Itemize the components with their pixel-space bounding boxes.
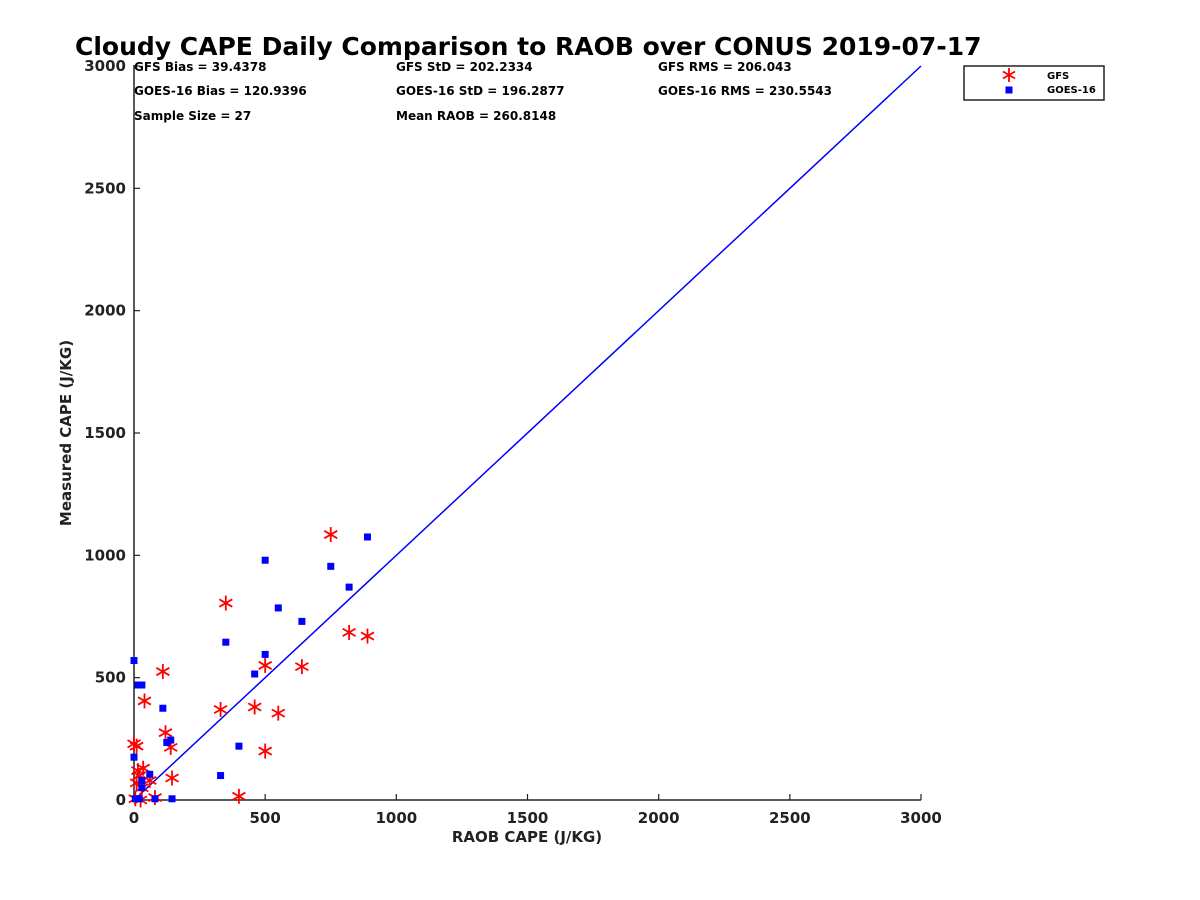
legend-goes-label: GOES-16: [1047, 85, 1096, 96]
goes-point: [138, 681, 146, 689]
one-to-one-line-group: [133, 65, 922, 801]
goes-point: [138, 776, 146, 784]
y-tick-label: 3000: [84, 57, 126, 75]
gfs-std-text: GFS StD = 202.2334: [396, 60, 533, 74]
gfs-point: [136, 760, 151, 776]
legend-box: [963, 65, 1105, 101]
y-ticks: 0 500 1000 1500 2000 2500 3000: [84, 57, 140, 809]
goes-rms-text: GOES-16 RMS = 230.5543: [658, 84, 832, 98]
legend-goes-square: [1005, 86, 1013, 94]
gfs-bias-text: GFS Bias = 39.4378: [134, 60, 266, 74]
data-points: [127, 527, 375, 808]
gfs-point: [165, 770, 179, 786]
gfs-point: [158, 725, 173, 741]
goes-point: [163, 739, 171, 747]
one-to-one-line: [133, 65, 922, 801]
y-axis-label: Measured CAPE (J/KG): [57, 340, 75, 526]
x-tick-label: 0: [129, 809, 139, 827]
gfs-point: [342, 624, 357, 640]
gfs-point: [247, 699, 262, 715]
goes-point: [159, 704, 167, 712]
gfs-point: [323, 527, 338, 543]
goes-point: [327, 562, 335, 570]
x-tick-label: 3000: [900, 809, 942, 827]
x-tick-label: 2500: [769, 809, 811, 827]
mean-raob-text: Mean RAOB = 260.8148: [396, 109, 556, 123]
goes-point: [167, 736, 175, 744]
gfs-rms-text: GFS RMS = 206.043: [658, 60, 792, 74]
y-tick-label: 500: [95, 669, 126, 687]
goes-point: [251, 670, 259, 678]
goes-point: [135, 795, 143, 803]
legend-gfs-asterisk: [1002, 68, 1016, 82]
gfs-point: [294, 659, 309, 675]
x-ticks: 0 500 1000 1500 2000 2500 3000: [129, 794, 942, 827]
gfs-point: [218, 595, 233, 611]
goes-point: [274, 604, 282, 612]
y-tick-label: 0: [116, 791, 126, 809]
y-tick-label: 2500: [84, 179, 126, 197]
goes-point: [138, 784, 146, 792]
goes-bias-text: GOES-16 Bias = 120.9396: [134, 84, 307, 98]
gfs-point: [155, 664, 170, 680]
goes-point: [134, 681, 142, 689]
gfs-point: [360, 628, 375, 644]
goes-point: [345, 583, 353, 591]
sample-size-text: Sample Size = 27: [134, 109, 251, 123]
goes-point: [131, 795, 139, 803]
goes-point: [146, 770, 154, 778]
goes-point: [298, 617, 306, 625]
legend-gfs-label: GFS: [1047, 71, 1069, 82]
gfs-point: [129, 738, 144, 754]
x-tick-label: 1000: [375, 809, 417, 827]
y-tick-label: 2000: [84, 302, 126, 320]
legend-gfs-marker: [1002, 68, 1016, 82]
x-axis-label: RAOB CAPE (J/KG): [452, 828, 602, 846]
chart-title: Cloudy CAPE Daily Comparison to RAOB ove…: [75, 32, 981, 61]
goes-point: [235, 742, 243, 750]
gfs-point: [137, 693, 152, 709]
gfs-point: [231, 788, 246, 804]
goes-point: [222, 638, 230, 646]
goes-point: [217, 772, 225, 780]
goes-std-text: GOES-16 StD = 196.2877: [396, 84, 565, 98]
gfs-point: [271, 705, 286, 721]
legend: GFS GOES-16: [963, 65, 1105, 101]
x-tick-label: 500: [250, 809, 281, 827]
goes-point: [261, 556, 269, 564]
gfs-point: [258, 743, 273, 759]
x-tick-label: 2000: [638, 809, 680, 827]
goes-point: [261, 650, 269, 658]
y-tick-label: 1000: [84, 546, 126, 564]
goes-point: [363, 533, 371, 541]
goes-point: [168, 795, 176, 803]
legend-goes-marker: [1005, 86, 1013, 94]
x-tick-label: 1500: [507, 809, 549, 827]
y-tick-label: 1500: [84, 424, 126, 442]
goes-point: [151, 795, 159, 803]
goes-point: [130, 657, 138, 665]
goes-point: [130, 753, 138, 761]
gfs-point: [258, 657, 273, 673]
gfs-point: [213, 701, 228, 717]
